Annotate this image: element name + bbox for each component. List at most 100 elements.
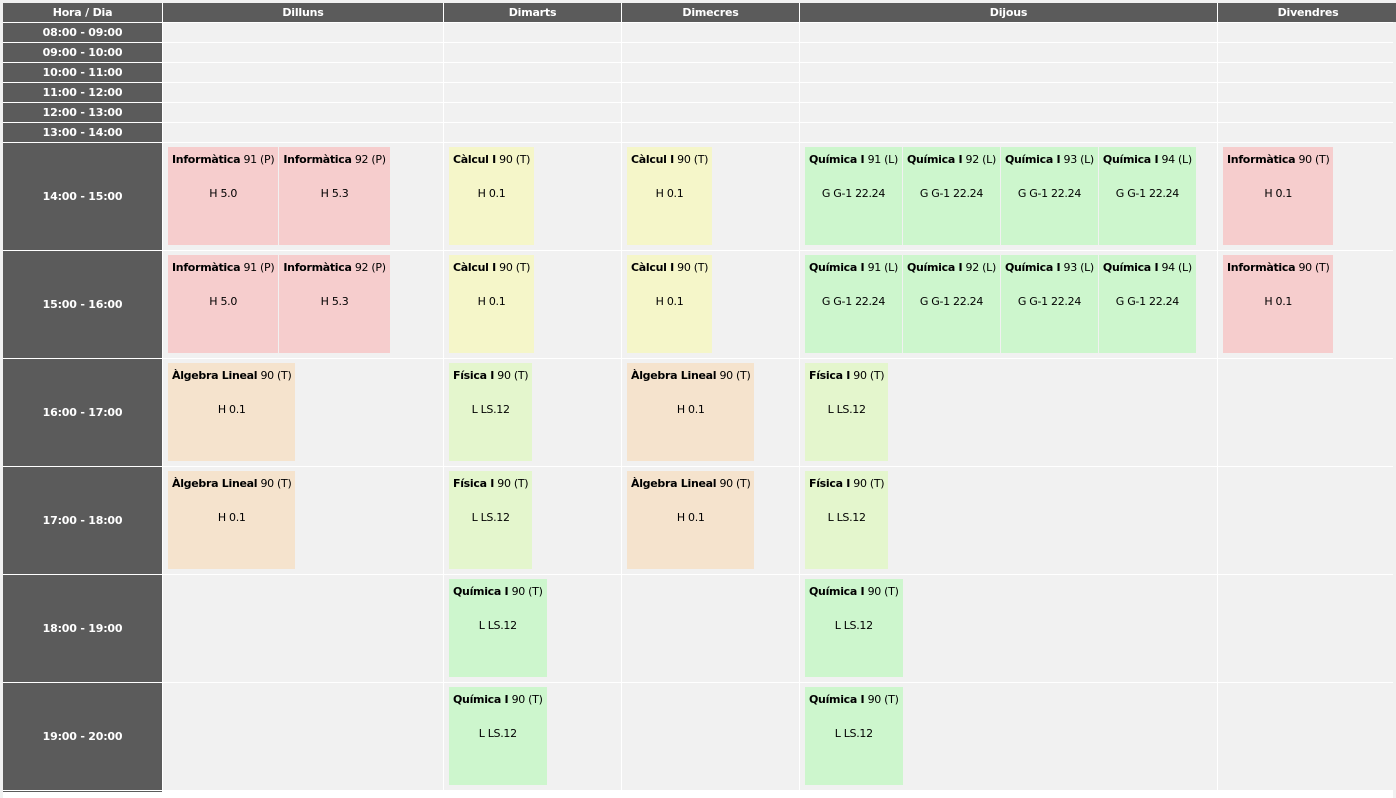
class-card[interactable]: Física I 90 (T) L LS.12 — [449, 471, 533, 569]
room-label: G G-1 22.24 — [1017, 295, 1082, 308]
class-card[interactable]: Física I 90 (T) L LS.12 — [449, 363, 533, 461]
class-card[interactable]: Química I 91 (L) G G-1 22.24 — [805, 255, 902, 353]
class-card[interactable]: Informàtica 92 (P) H 5.3 — [279, 255, 390, 353]
time-slot-label: 10:00 - 11:00 — [3, 63, 162, 82]
room-label: H 0.1 — [655, 295, 684, 308]
room-label: G G-1 22.24 — [919, 187, 984, 200]
class-card[interactable]: Informàtica 91 (P) H 5.0 — [168, 147, 279, 245]
class-title: Química I 92 (L) — [903, 153, 1000, 166]
class-card[interactable]: Càlcul I 90 (T) H 0.1 — [627, 255, 713, 353]
schedule-cell — [163, 103, 443, 122]
schedule-cell — [622, 43, 799, 62]
class-card[interactable]: Física I 90 (T) L LS.12 — [805, 363, 889, 461]
class-title: Informàtica 90 (T) — [1223, 261, 1333, 274]
subject-name: Càlcul I — [453, 261, 496, 274]
schedule-cell: Càlcul I 90 (T) H 0.1 — [622, 143, 799, 250]
room-label: H 0.1 — [217, 511, 246, 524]
subject-name: Química I — [809, 585, 865, 598]
subject-name: Informàtica — [172, 261, 241, 274]
schedule-cell — [800, 63, 1217, 82]
class-card[interactable]: Càlcul I 90 (T) H 0.1 — [449, 255, 535, 353]
class-title: Àlgebra Lineal 90 (T) — [168, 369, 295, 382]
group-code: 91 (P) — [243, 261, 275, 274]
class-card[interactable]: Informàtica 91 (P) H 5.0 — [168, 255, 279, 353]
subject-name: Informàtica — [283, 261, 352, 274]
class-card[interactable]: Informàtica 92 (P) H 5.3 — [279, 147, 390, 245]
class-card[interactable]: Química I 90 (T) L LS.12 — [805, 687, 903, 785]
schedule-cell — [622, 83, 799, 102]
class-title: Física I 90 (T) — [449, 477, 532, 490]
class-title: Química I 94 (L) — [1099, 261, 1196, 274]
subject-name: Química I — [906, 153, 963, 166]
group-code: 90 (T) — [1298, 153, 1330, 166]
subject-name: Àlgebra Lineal — [172, 477, 258, 490]
schedule-cell: Física I 90 (T) L LS.12 — [444, 359, 621, 466]
class-card[interactable]: Química I 92 (L) G G-1 22.24 — [902, 147, 1000, 245]
group-code: 94 (L) — [1161, 153, 1192, 166]
class-title: Química I 92 (L) — [903, 261, 1000, 274]
class-card[interactable]: Química I 90 (T) L LS.12 — [805, 579, 903, 677]
room-label: G G-1 22.24 — [1115, 187, 1180, 200]
class-title: Química I 90 (T) — [449, 585, 547, 598]
room-label: L LS.12 — [478, 619, 517, 632]
class-card[interactable]: Química I 92 (L) G G-1 22.24 — [902, 255, 1000, 353]
class-card[interactable]: Química I 90 (T) L LS.12 — [449, 687, 547, 785]
class-card[interactable]: Química I 90 (T) L LS.12 — [449, 579, 547, 677]
class-title: Física I 90 (T) — [449, 369, 532, 382]
class-card[interactable]: Càlcul I 90 (T) H 0.1 — [449, 147, 535, 245]
schedule-cell — [800, 123, 1217, 142]
schedule-cell — [163, 575, 443, 682]
class-card[interactable]: Química I 93 (L) G G-1 22.24 — [1000, 147, 1098, 245]
schedule-cell — [800, 23, 1217, 42]
room-label: H 0.1 — [676, 511, 705, 524]
subject-name: Química I — [453, 585, 509, 598]
group-code: 90 (T) — [511, 585, 543, 598]
schedule-cell — [622, 683, 799, 790]
class-card[interactable]: Química I 94 (L) G G-1 22.24 — [1098, 255, 1196, 353]
group-code: 91 (L) — [867, 261, 899, 274]
class-card[interactable]: Química I 91 (L) G G-1 22.24 — [805, 147, 902, 245]
schedule-cell — [444, 83, 621, 102]
class-card[interactable]: Física I 90 (T) L LS.12 — [805, 471, 889, 569]
schedule-cell — [444, 43, 621, 62]
class-card[interactable]: Càlcul I 90 (T) H 0.1 — [627, 147, 713, 245]
schedule-cell: Química I 90 (T) L LS.12 — [800, 575, 1217, 682]
group-code: 94 (L) — [1161, 261, 1192, 274]
schedule-cell — [163, 83, 443, 102]
class-card[interactable]: Química I 94 (L) G G-1 22.24 — [1098, 147, 1196, 245]
room-label: G G-1 22.24 — [919, 295, 984, 308]
group-code: 90 (T) — [511, 693, 543, 706]
schedule-cell: Informàtica 90 (T) H 0.1 — [1218, 251, 1396, 358]
class-card[interactable]: Àlgebra Lineal 90 (T) H 0.1 — [168, 471, 296, 569]
time-slot-label: 17:00 - 18:00 — [3, 467, 162, 574]
schedule-cell: Física I 90 (T) L LS.12 — [444, 467, 621, 574]
class-card[interactable]: Informàtica 90 (T) H 0.1 — [1223, 255, 1334, 353]
group-code: 90 (T) — [499, 153, 531, 166]
schedule-cell — [622, 103, 799, 122]
class-card[interactable]: Àlgebra Lineal 90 (T) H 0.1 — [627, 363, 755, 461]
group-code: 91 (P) — [243, 153, 275, 166]
schedule-cell — [444, 23, 621, 42]
class-title: Química I 93 (L) — [1001, 153, 1098, 166]
subject-name: Química I — [453, 693, 509, 706]
schedule-cell — [1218, 63, 1396, 82]
schedule-cell — [622, 575, 799, 682]
schedule-cell: Informàtica 90 (T) H 0.1 — [1218, 143, 1396, 250]
schedule-cell: Química I 90 (T) L LS.12 — [444, 683, 621, 790]
class-card[interactable]: Química I 93 (L) G G-1 22.24 — [1000, 255, 1098, 353]
class-title: Química I 94 (L) — [1099, 153, 1196, 166]
class-title: Càlcul I 90 (T) — [627, 261, 712, 274]
schedule-cell — [1218, 359, 1396, 466]
schedule-cell — [1218, 467, 1396, 574]
schedule-cell — [163, 63, 443, 82]
class-card[interactable]: Àlgebra Lineal 90 (T) H 0.1 — [627, 471, 755, 569]
schedule-cell — [800, 103, 1217, 122]
schedule-cell: Càlcul I 90 (T) H 0.1 — [444, 251, 621, 358]
schedule-cell — [1218, 123, 1396, 142]
class-title: Informàtica 90 (T) — [1223, 153, 1333, 166]
time-column-tail — [3, 791, 162, 792]
class-card[interactable]: Àlgebra Lineal 90 (T) H 0.1 — [168, 363, 296, 461]
class-title: Informàtica 92 (P) — [279, 261, 389, 274]
subject-name: Física I — [809, 369, 851, 382]
class-card[interactable]: Informàtica 90 (T) H 0.1 — [1223, 147, 1334, 245]
